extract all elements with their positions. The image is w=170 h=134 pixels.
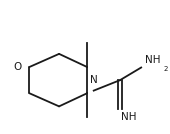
Text: NH: NH [145, 55, 160, 65]
Text: NH: NH [121, 112, 136, 122]
Text: O: O [14, 62, 22, 72]
Text: N: N [90, 75, 97, 85]
Text: 2: 2 [164, 66, 168, 72]
